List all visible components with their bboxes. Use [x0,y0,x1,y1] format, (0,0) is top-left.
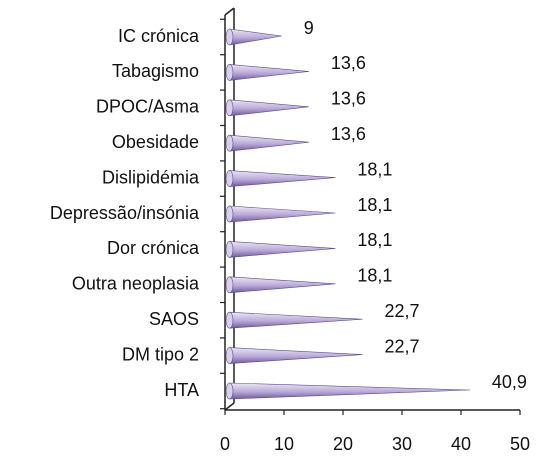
bar [229,347,363,364]
value-labels: 9 13,6 13,6 13,6 18,1 18,1 18,1 18,1 22,7 22,7 40,… [304,18,527,392]
x-axis-ticks: 0 10 20 30 40 50 [220,410,530,454]
y-axis-depth-bottom [224,402,235,411]
category-label: Dislipidémia [102,167,200,187]
bar [229,28,282,46]
value-label: 18,1 [357,159,392,179]
bar [229,170,336,187]
bar [229,99,309,117]
category-label: Depressão/insónia [50,203,200,223]
value-label: 18,1 [357,266,392,286]
x-tick-label: 40 [451,434,471,454]
bar [229,134,309,152]
x-tick-label: 10 [274,434,294,454]
category-label: HTA [164,380,199,400]
bar-base [225,311,234,329]
bar [229,64,309,81]
bar-base [225,241,234,258]
category-label: Dor crónica [107,238,200,258]
category-label: IC crónica [118,26,200,46]
bar-base [225,170,234,187]
category-label: SAOS [149,309,199,329]
value-label: 13,6 [331,53,366,73]
value-label: 18,1 [357,230,392,250]
bar-base [225,382,234,400]
value-label: 40,9 [492,372,527,392]
category-label: Obesidade [112,132,199,152]
x-tick-label: 20 [333,434,353,454]
chart-bars [225,28,470,400]
x-tick-label: 30 [392,434,412,454]
bar [229,276,336,294]
category-label: DM tipo 2 [122,344,199,364]
bar [229,382,470,400]
bar-base [225,99,234,117]
y-axis-depth-top [224,7,235,16]
x-tick-label: 0 [220,434,230,454]
value-label: 18,1 [357,195,392,215]
bar-base [225,28,234,46]
value-label: 22,7 [385,301,420,321]
bar-base [225,64,234,81]
category-labels: IC crónica Tabagismo DPOC/Asma Obesidade Dis… [50,26,200,400]
bar-base [225,134,234,152]
bar-base [225,347,234,364]
x-tick-label: 50 [510,434,530,454]
value-label: 13,6 [331,89,366,109]
bar-base [225,276,234,294]
category-label: DPOC/Asma [96,97,200,117]
value-label: 22,7 [385,336,420,356]
bar [229,241,336,258]
value-label: 9 [304,18,314,38]
bar [229,205,336,223]
bar [229,311,363,329]
category-label: Outra neoplasia [72,274,200,294]
category-label: Tabagismo [112,61,199,81]
bar-base [225,205,234,223]
value-label: 13,6 [331,124,366,144]
